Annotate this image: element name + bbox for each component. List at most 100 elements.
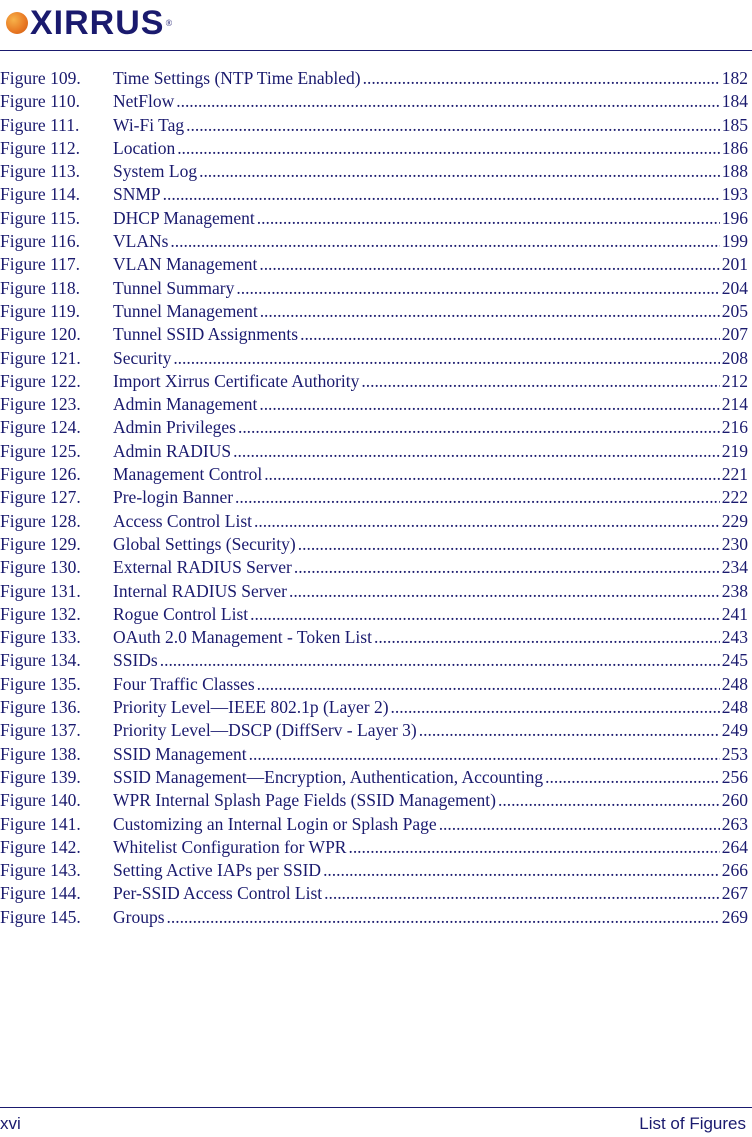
- figure-title[interactable]: VLANs: [113, 231, 169, 252]
- figure-title[interactable]: Internal RADIUS Server: [113, 580, 287, 601]
- toc-entry[interactable]: Figure 113. System Log 188: [0, 160, 748, 183]
- toc-entry[interactable]: Figure 115. DHCP Management 196: [0, 207, 748, 230]
- page-number[interactable]: 222: [721, 487, 748, 508]
- toc-entry[interactable]: Figure 110. NetFlow 184: [0, 90, 748, 113]
- figure-title[interactable]: Tunnel SSID Assignments: [113, 324, 299, 345]
- toc-entry[interactable]: Figure 128. Access Control List 229: [0, 510, 748, 533]
- figure-title[interactable]: Admin Management: [113, 394, 258, 415]
- page-number[interactable]: 199: [721, 231, 748, 252]
- figure-title[interactable]: Location: [113, 137, 176, 158]
- figure-title[interactable]: Customizing an Internal Login or Splash …: [113, 813, 437, 834]
- page-number[interactable]: 249: [721, 720, 748, 741]
- toc-entry[interactable]: Figure 119. Tunnel Management 205: [0, 300, 748, 323]
- toc-entry[interactable]: Figure 139. SSID Management—Encryption, A…: [0, 766, 748, 789]
- figure-title[interactable]: Tunnel Management: [113, 300, 258, 321]
- page-number[interactable]: 243: [721, 627, 748, 648]
- toc-entry[interactable]: Figure 131. Internal RADIUS Server 238: [0, 580, 748, 603]
- figure-title[interactable]: Access Control List: [113, 510, 253, 531]
- page-number[interactable]: 256: [721, 766, 748, 787]
- page-number[interactable]: 204: [721, 277, 748, 298]
- toc-entry[interactable]: Figure 134. SSIDs 245: [0, 649, 748, 672]
- figure-title[interactable]: Management Control: [113, 464, 263, 485]
- page-number[interactable]: 184: [721, 91, 748, 112]
- page-number[interactable]: 263: [721, 813, 748, 834]
- page-number[interactable]: 229: [721, 510, 748, 531]
- page-number[interactable]: 260: [721, 790, 748, 811]
- page-number[interactable]: 201: [721, 254, 748, 275]
- page-number[interactable]: 267: [721, 883, 748, 904]
- page-number[interactable]: 212: [721, 370, 748, 391]
- page-number[interactable]: 241: [721, 603, 748, 624]
- toc-entry[interactable]: Figure 140. WPR Internal Splash Page Fiel…: [0, 789, 748, 812]
- toc-entry[interactable]: Figure 143. Setting Active IAPs per SSID 2…: [0, 859, 748, 882]
- toc-entry[interactable]: Figure 120. Tunnel SSID Assignments 207: [0, 323, 748, 346]
- figure-title[interactable]: Priority Level—IEEE 802.1p (Layer 2): [113, 697, 389, 718]
- page-number[interactable]: 216: [721, 417, 748, 438]
- figure-title[interactable]: Pre-login Banner: [113, 487, 234, 508]
- figure-title[interactable]: Groups: [113, 906, 165, 927]
- page-number[interactable]: 234: [721, 557, 748, 578]
- toc-entry[interactable]: Figure 112. Location 186: [0, 137, 748, 160]
- page-number[interactable]: 266: [721, 860, 748, 881]
- toc-entry[interactable]: Figure 133. OAuth 2.0 Management - Token …: [0, 626, 748, 649]
- figure-title[interactable]: Whitelist Configuration for WPR: [113, 836, 347, 857]
- page-number[interactable]: 219: [721, 440, 748, 461]
- figure-title[interactable]: VLAN Management: [113, 254, 258, 275]
- page-number[interactable]: 253: [721, 743, 748, 764]
- page-number[interactable]: 221: [721, 464, 748, 485]
- figure-title[interactable]: Setting Active IAPs per SSID: [113, 860, 322, 881]
- figure-title[interactable]: SSID Management: [113, 743, 247, 764]
- toc-entry[interactable]: Figure 135. Four Traffic Classes 248: [0, 673, 748, 696]
- figure-title[interactable]: Tunnel Summary: [113, 277, 235, 298]
- figure-title[interactable]: DHCP Management: [113, 207, 255, 228]
- page-number[interactable]: 248: [721, 673, 748, 694]
- toc-entry[interactable]: Figure 121. Security 208: [0, 347, 748, 370]
- page-number[interactable]: 182: [721, 68, 748, 88]
- page-number[interactable]: 193: [721, 184, 748, 205]
- figure-title[interactable]: Priority Level—DSCP (DiffServ - Layer 3): [113, 720, 417, 741]
- figure-title[interactable]: Time Settings (NTP Time Enabled): [113, 68, 361, 88]
- page-number[interactable]: 208: [721, 347, 748, 368]
- figure-title[interactable]: Import Xirrus Certificate Authority: [113, 370, 360, 391]
- figure-title[interactable]: SNMP: [113, 184, 161, 205]
- page-number[interactable]: 186: [721, 137, 748, 158]
- toc-entry[interactable]: Figure 118. Tunnel Summary 204: [0, 277, 748, 300]
- page-number[interactable]: 214: [721, 394, 748, 415]
- toc-entry[interactable]: Figure 129. Global Settings (Security) 230: [0, 533, 748, 556]
- toc-entry[interactable]: Figure 111. Wi-Fi Tag 185: [0, 114, 748, 137]
- toc-entry[interactable]: Figure 109. Time Settings (NTP Time Enabl…: [0, 67, 748, 90]
- toc-entry[interactable]: Figure 123. Admin Management 214: [0, 393, 748, 416]
- page-number[interactable]: 238: [721, 580, 748, 601]
- page-number[interactable]: 248: [721, 697, 748, 718]
- figure-title[interactable]: SSID Management—Encryption, Authenticati…: [113, 766, 544, 787]
- toc-entry[interactable]: Figure 137. Priority Level—DSCP (DiffServ…: [0, 719, 748, 742]
- figure-title[interactable]: External RADIUS Server: [113, 557, 292, 578]
- page-number[interactable]: 230: [721, 533, 748, 554]
- page-number[interactable]: 207: [721, 324, 748, 345]
- figure-title[interactable]: Rogue Control List: [113, 603, 249, 624]
- page-number[interactable]: 264: [721, 836, 748, 857]
- toc-entry[interactable]: Figure 142. Whitelist Configuration for W…: [0, 836, 748, 859]
- figure-title[interactable]: Per-SSID Access Control List: [113, 883, 323, 904]
- figure-title[interactable]: WPR Internal Splash Page Fields (SSID Ma…: [113, 790, 497, 811]
- page-number[interactable]: 188: [721, 161, 748, 182]
- toc-entry[interactable]: Figure 144. Per-SSID Access Control List 2…: [0, 882, 748, 905]
- toc-entry[interactable]: Figure 126. Management Control 221: [0, 463, 748, 486]
- page-number[interactable]: 185: [721, 114, 748, 135]
- toc-entry[interactable]: Figure 116. VLANs 199: [0, 230, 748, 253]
- figure-title[interactable]: OAuth 2.0 Management - Token List: [113, 627, 372, 648]
- page-number[interactable]: 245: [721, 650, 748, 671]
- toc-entry[interactable]: Figure 130. External RADIUS Server 234: [0, 556, 748, 579]
- figure-title[interactable]: Global Settings (Security): [113, 533, 296, 554]
- page-number[interactable]: 205: [721, 300, 748, 321]
- figure-title[interactable]: Wi-Fi Tag: [113, 114, 185, 135]
- toc-entry[interactable]: Figure 127. Pre-login Banner 222: [0, 486, 748, 509]
- figure-title[interactable]: SSIDs: [113, 650, 158, 671]
- toc-entry[interactable]: Figure 145. Groups 269: [0, 906, 748, 929]
- figure-title[interactable]: Four Traffic Classes: [113, 673, 255, 694]
- toc-entry[interactable]: Figure 114. SNMP 193: [0, 183, 748, 206]
- figure-title[interactable]: Admin Privileges: [113, 417, 236, 438]
- toc-entry[interactable]: Figure 136. Priority Level—IEEE 802.1p (L…: [0, 696, 748, 719]
- figure-title[interactable]: NetFlow: [113, 91, 175, 112]
- figure-title[interactable]: System Log: [113, 161, 198, 182]
